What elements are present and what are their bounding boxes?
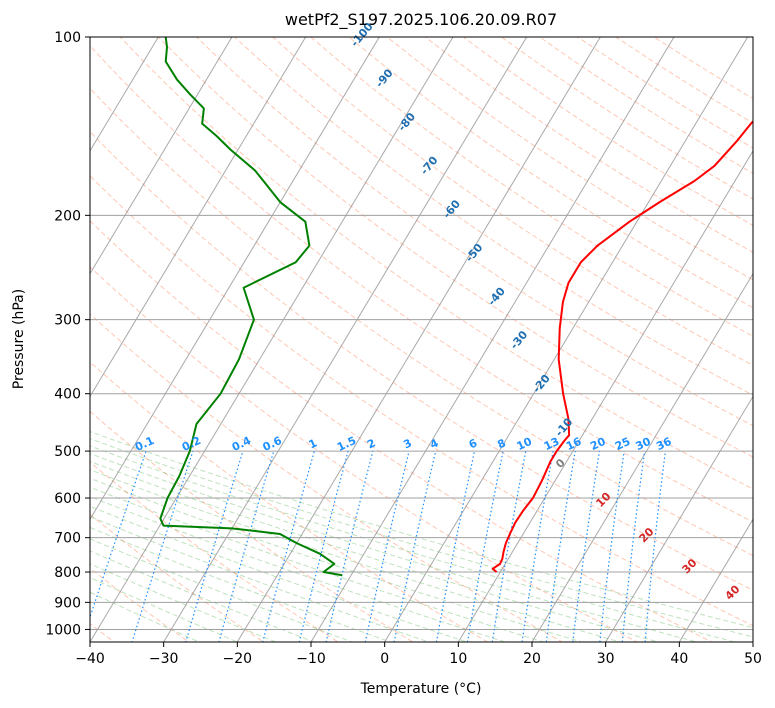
mixing-ratio-line — [218, 450, 275, 642]
x-tick-label: −10 — [296, 651, 326, 667]
y-tick-label: 1000 — [45, 622, 81, 638]
moist-adiabat-line — [90, 591, 201, 642]
moist-adiabat-line — [90, 576, 239, 642]
y-axis-label: Pressure (hPa) — [11, 289, 27, 389]
moist-adiabat-line — [90, 496, 507, 642]
isotherm-line — [310, 37, 675, 642]
mixing-ratio-line — [621, 451, 646, 642]
mixing-ratio-line — [599, 451, 625, 642]
mixing-ratio-label: 16 — [564, 435, 584, 453]
moist-adiabat-line — [90, 431, 753, 629]
chart-title: wetPf2_S197.2025.106.20.09.R07 — [285, 10, 557, 30]
dry-adiabat-line — [119, 37, 753, 490]
mixing-ratio-line — [466, 450, 504, 642]
mixing-ratio-line — [545, 450, 576, 642]
isotherm-line — [752, 641, 753, 642]
dry-adiabat-line — [157, 37, 753, 458]
dry-adiabat-line — [90, 513, 265, 642]
dry-adiabat-line — [0, 10, 55, 654]
mixing-ratio-line — [521, 450, 554, 642]
isotherm-line — [90, 37, 159, 152]
moist-adiabat-line — [90, 469, 622, 642]
isotherm-line — [90, 37, 233, 275]
mixing-ratio-line — [185, 450, 244, 642]
y-tick-label: 700 — [54, 531, 81, 547]
isotherm-line — [531, 272, 753, 642]
isotherm-line — [90, 37, 380, 521]
mixing-ratio-label: 25 — [613, 435, 632, 453]
plot-frame — [89, 36, 754, 643]
mixing-ratio-line — [262, 450, 315, 642]
y-tick-label: 600 — [54, 491, 81, 507]
moist-adiabat-line — [90, 486, 546, 642]
isotherm-line — [457, 149, 753, 642]
moist-adiabat-line — [90, 438, 753, 638]
x-tick-label: 40 — [670, 651, 688, 667]
isotherm-line — [163, 37, 528, 642]
dry-adiabat-line — [90, 87, 753, 557]
dry-adiabat-line — [90, 175, 753, 627]
plot-layer — [0, 10, 753, 654]
y-tick-label: 400 — [54, 387, 81, 403]
moist-adiabat-line — [90, 445, 737, 642]
x-tick-label: −30 — [149, 651, 179, 667]
x-tick-label: 0 — [380, 651, 389, 667]
mixing-ratio-line — [298, 450, 349, 642]
isotherm-line — [678, 518, 753, 642]
dry-adiabat-line — [90, 461, 340, 642]
dry-adiabat-line — [90, 266, 639, 642]
isotherm-line — [605, 395, 753, 642]
mixing-ratio-label: 30 — [634, 435, 654, 453]
y-tick-label: 100 — [54, 30, 81, 46]
moist-adiabat-line — [90, 453, 699, 642]
isotherm-line — [236, 37, 601, 642]
moist-adiabat-line — [90, 563, 277, 642]
dry-adiabat-line — [90, 361, 489, 642]
mixing-ratio-label: 36 — [654, 435, 674, 453]
isotherm-line — [384, 37, 749, 642]
x-tick-label: 10 — [449, 651, 467, 667]
dry-adiabat-line — [195, 37, 753, 427]
y-tick-label: 500 — [54, 444, 81, 460]
mixing-ratio-line — [572, 451, 601, 642]
y-tick-label: 800 — [54, 565, 81, 581]
axis-layer: −40 −30 −20 −10 0 10 20 30 40 50 100 200 300 400 500 60… — [45, 30, 762, 667]
mixing-ratio-line — [90, 450, 147, 619]
temperature-profile — [491, 120, 753, 573]
dry-adiabat-line — [90, 567, 190, 642]
mixing-ratio-label: 20 — [588, 435, 608, 453]
x-tick-label: −40 — [75, 651, 105, 667]
dry-adiabat-line — [90, 313, 564, 642]
x-tick-label: 20 — [523, 651, 541, 667]
y-tick-label: 300 — [54, 313, 81, 329]
x-tick-label: −20 — [223, 651, 253, 667]
isotherm-line — [90, 37, 307, 398]
mixing-ratio-line — [364, 450, 410, 642]
y-tick-label: 900 — [54, 595, 81, 611]
isotherm-line — [90, 37, 454, 642]
dry-adiabat-line — [90, 410, 414, 642]
mixing-ratio-line — [491, 450, 527, 642]
x-tick-label: 30 — [597, 651, 615, 667]
dry-adiabat-line — [90, 220, 713, 642]
moist-adiabat-line — [90, 516, 431, 642]
mixing-ratio-label: 13 — [542, 435, 561, 453]
mixing-ratio-line — [644, 451, 667, 642]
plot-area — [90, 37, 753, 642]
y-tick-label: 200 — [54, 208, 81, 224]
x-tick-label: 50 — [744, 651, 762, 667]
mixing-ratio-line — [393, 450, 437, 642]
dry-adiabat-line — [90, 44, 753, 523]
mixing-ratio-label: 10 — [515, 435, 535, 453]
dewpoint-profile — [159, 37, 343, 577]
isotherm-line — [0, 37, 11, 642]
mixing-ratio-line — [325, 450, 374, 642]
x-axis-label: Temperature (°C) — [360, 681, 482, 697]
mixing-ratio-line — [435, 450, 476, 642]
